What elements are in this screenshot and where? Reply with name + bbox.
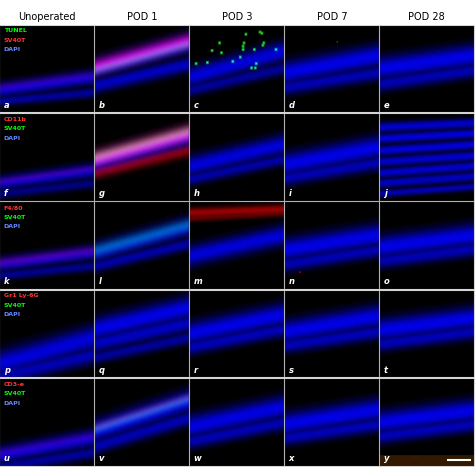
Text: x: x [289, 454, 294, 463]
Text: DAPI: DAPI [4, 224, 21, 229]
Text: SV40T: SV40T [4, 303, 26, 308]
Text: p: p [4, 366, 10, 375]
Text: c: c [194, 101, 199, 110]
Text: DAPI: DAPI [4, 136, 21, 141]
Text: o: o [384, 278, 389, 286]
Text: l: l [99, 278, 102, 286]
Text: d: d [289, 101, 295, 110]
Text: j: j [384, 189, 387, 198]
Text: m: m [194, 278, 202, 286]
Text: t: t [384, 366, 388, 375]
Text: TUNEL: TUNEL [4, 29, 27, 33]
Text: F4/80: F4/80 [4, 205, 23, 210]
Text: q: q [99, 366, 105, 375]
Text: i: i [289, 189, 292, 198]
Text: h: h [194, 189, 200, 198]
Text: v: v [99, 454, 104, 463]
Text: POD 28: POD 28 [408, 12, 445, 22]
Text: POD 3: POD 3 [221, 12, 252, 22]
Text: y: y [384, 454, 389, 463]
Text: SV40T: SV40T [4, 214, 26, 219]
Text: s: s [289, 366, 294, 375]
Text: SV40T: SV40T [4, 126, 26, 131]
Text: POD 7: POD 7 [317, 12, 347, 22]
Text: POD 1: POD 1 [127, 12, 157, 22]
Text: Unoperated: Unoperated [18, 12, 76, 22]
Text: a: a [4, 101, 10, 110]
Text: CD3-e: CD3-e [4, 382, 25, 387]
Text: r: r [194, 366, 198, 375]
Text: SV40T: SV40T [4, 38, 26, 43]
Text: b: b [99, 101, 105, 110]
Text: SV40T: SV40T [4, 391, 26, 396]
Text: CD11b: CD11b [4, 117, 27, 122]
Text: k: k [4, 278, 10, 286]
Text: DAPI: DAPI [4, 401, 21, 406]
Text: n: n [289, 278, 295, 286]
Text: DAPI: DAPI [4, 313, 21, 317]
Text: f: f [4, 189, 7, 198]
Text: u: u [4, 454, 10, 463]
Text: w: w [194, 454, 201, 463]
Text: e: e [384, 101, 389, 110]
Text: DAPI: DAPI [4, 47, 21, 52]
Text: Gr1 Ly-6G: Gr1 Ly-6G [4, 293, 39, 299]
Text: g: g [99, 189, 105, 198]
